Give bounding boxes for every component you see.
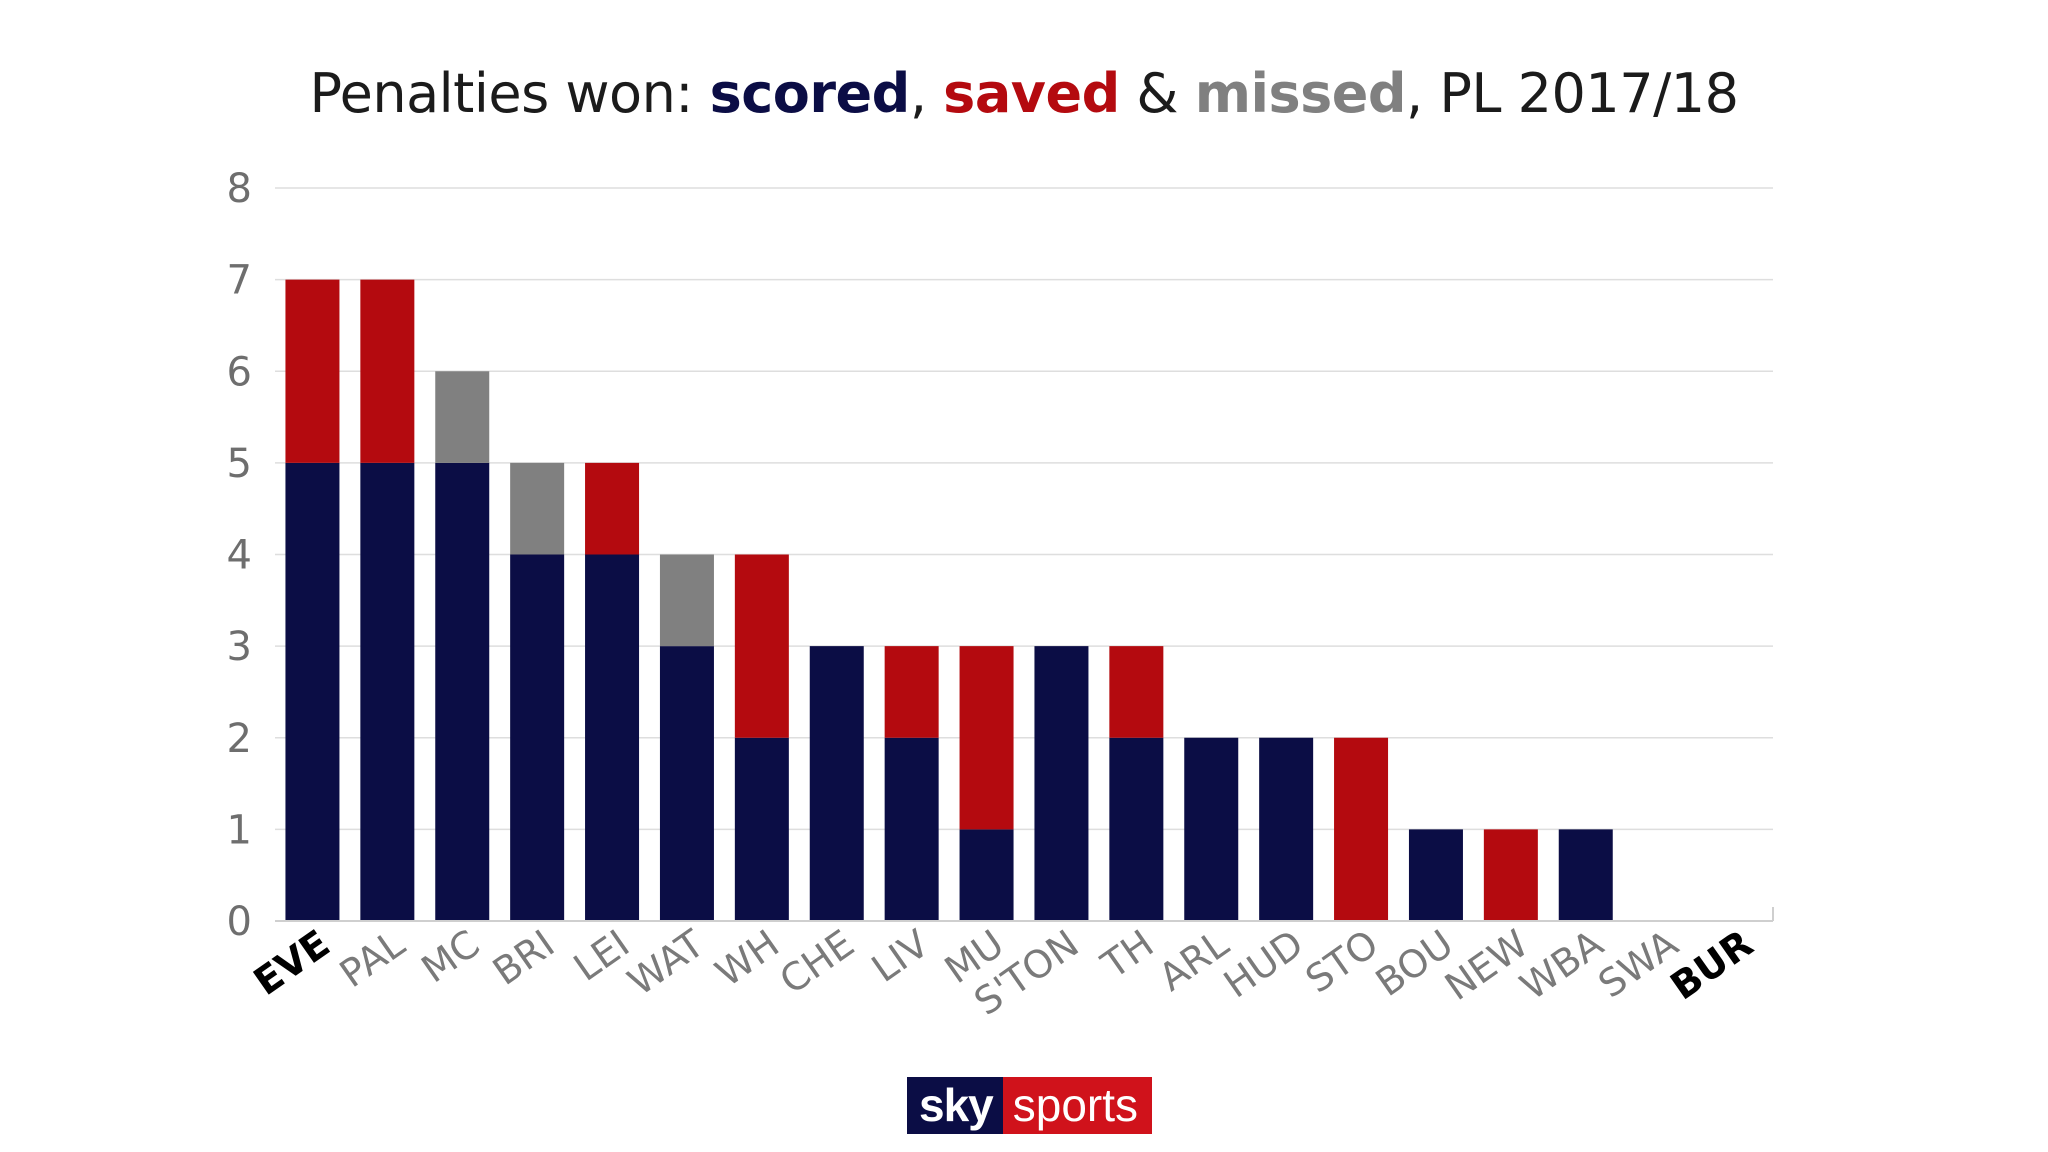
bar-scored-ston (1034, 646, 1089, 921)
bar-saved-eve (285, 279, 340, 463)
x-tick-label: WH (708, 921, 787, 995)
y-tick-label: 8 (227, 166, 252, 212)
title-scored: scored (709, 62, 911, 125)
bar-scored-hud (1259, 737, 1314, 921)
title-suffix: , PL 2017/18 (1406, 62, 1739, 125)
x-tick-label: TH (1093, 921, 1161, 987)
bar-scored-liv (884, 737, 939, 921)
bar-scored-bri (510, 554, 565, 921)
bar-saved-lei (585, 462, 640, 555)
sky-sports-logo: sky sports (907, 1077, 1153, 1134)
gridlines (275, 187, 1774, 921)
bar-saved-mu (959, 646, 1014, 830)
x-tick-label: CHE (772, 921, 862, 1002)
bar-missed-mc (435, 371, 490, 463)
bar-scored-th (1109, 737, 1164, 921)
x-tick-label: BUR (1662, 921, 1760, 1008)
bars (285, 279, 1613, 921)
bar-scored-wat (659, 646, 714, 921)
bar-scored-wba (1558, 829, 1613, 921)
bar-scored-pal (360, 462, 415, 921)
bar-saved-sto (1334, 737, 1389, 921)
y-tick-label: 7 (227, 258, 252, 304)
title-saved: saved (943, 62, 1120, 125)
y-tick-label: 6 (227, 349, 252, 395)
x-tick-label: LIV (864, 921, 937, 991)
title-missed: missed (1194, 62, 1407, 125)
title-sep2: & (1119, 62, 1195, 125)
bar-scored-mc (435, 462, 490, 921)
bar-scored-bou (1408, 829, 1463, 921)
bar-missed-wat (659, 554, 714, 647)
x-tick-label: LEI (566, 921, 637, 989)
bar-saved-liv (884, 646, 939, 738)
bar-scored-lei (585, 554, 640, 921)
title-sep1: , (909, 62, 944, 125)
x-tick-label: HUD (1216, 921, 1311, 1006)
x-tick-label: STO (1298, 921, 1387, 1001)
bar-missed-bri (510, 462, 565, 555)
x-tick-label: EVE (246, 921, 338, 1004)
logo-sky: sky (907, 1077, 1003, 1134)
x-tick-label: MC (414, 921, 488, 991)
x-tick-label: WBA (1512, 921, 1611, 1008)
bar-saved-new (1483, 829, 1538, 921)
title-prefix: Penalties won: (309, 62, 710, 125)
y-tick-label: 0 (227, 899, 252, 945)
bar-scored-eve (285, 462, 340, 921)
bar-saved-pal (360, 279, 415, 463)
x-tick-label: PAL (332, 921, 413, 996)
x-tick-label: SWA (1590, 921, 1685, 1006)
y-tick-label: 4 (227, 533, 252, 579)
y-tick-label: 2 (227, 716, 252, 762)
logo-sports: sports (1002, 1077, 1153, 1134)
x-tick-label: BRI (485, 921, 562, 994)
x-tick-label: BOU (1368, 921, 1461, 1005)
y-tick-label: 1 (227, 807, 252, 853)
bar-saved-th (1109, 646, 1164, 738)
bar-saved-wh (734, 554, 789, 738)
bar-scored-mu (959, 829, 1014, 921)
bar-scored-wh (734, 737, 789, 921)
y-tick-label: 5 (227, 441, 252, 487)
y-axis-ticks: 0 1 2 3 4 5 6 7 8 (227, 166, 252, 945)
x-tick-label: WAT (620, 921, 713, 1004)
x-tick-label: NEW (1437, 921, 1536, 1009)
bar-scored-arl (1184, 737, 1239, 921)
bar-scored-che (809, 646, 864, 921)
x-tick-label: ARL (1151, 921, 1237, 999)
chart-title: Penalties won: scored, saved & missed, P… (0, 62, 2048, 125)
y-tick-label: 3 (227, 624, 252, 670)
